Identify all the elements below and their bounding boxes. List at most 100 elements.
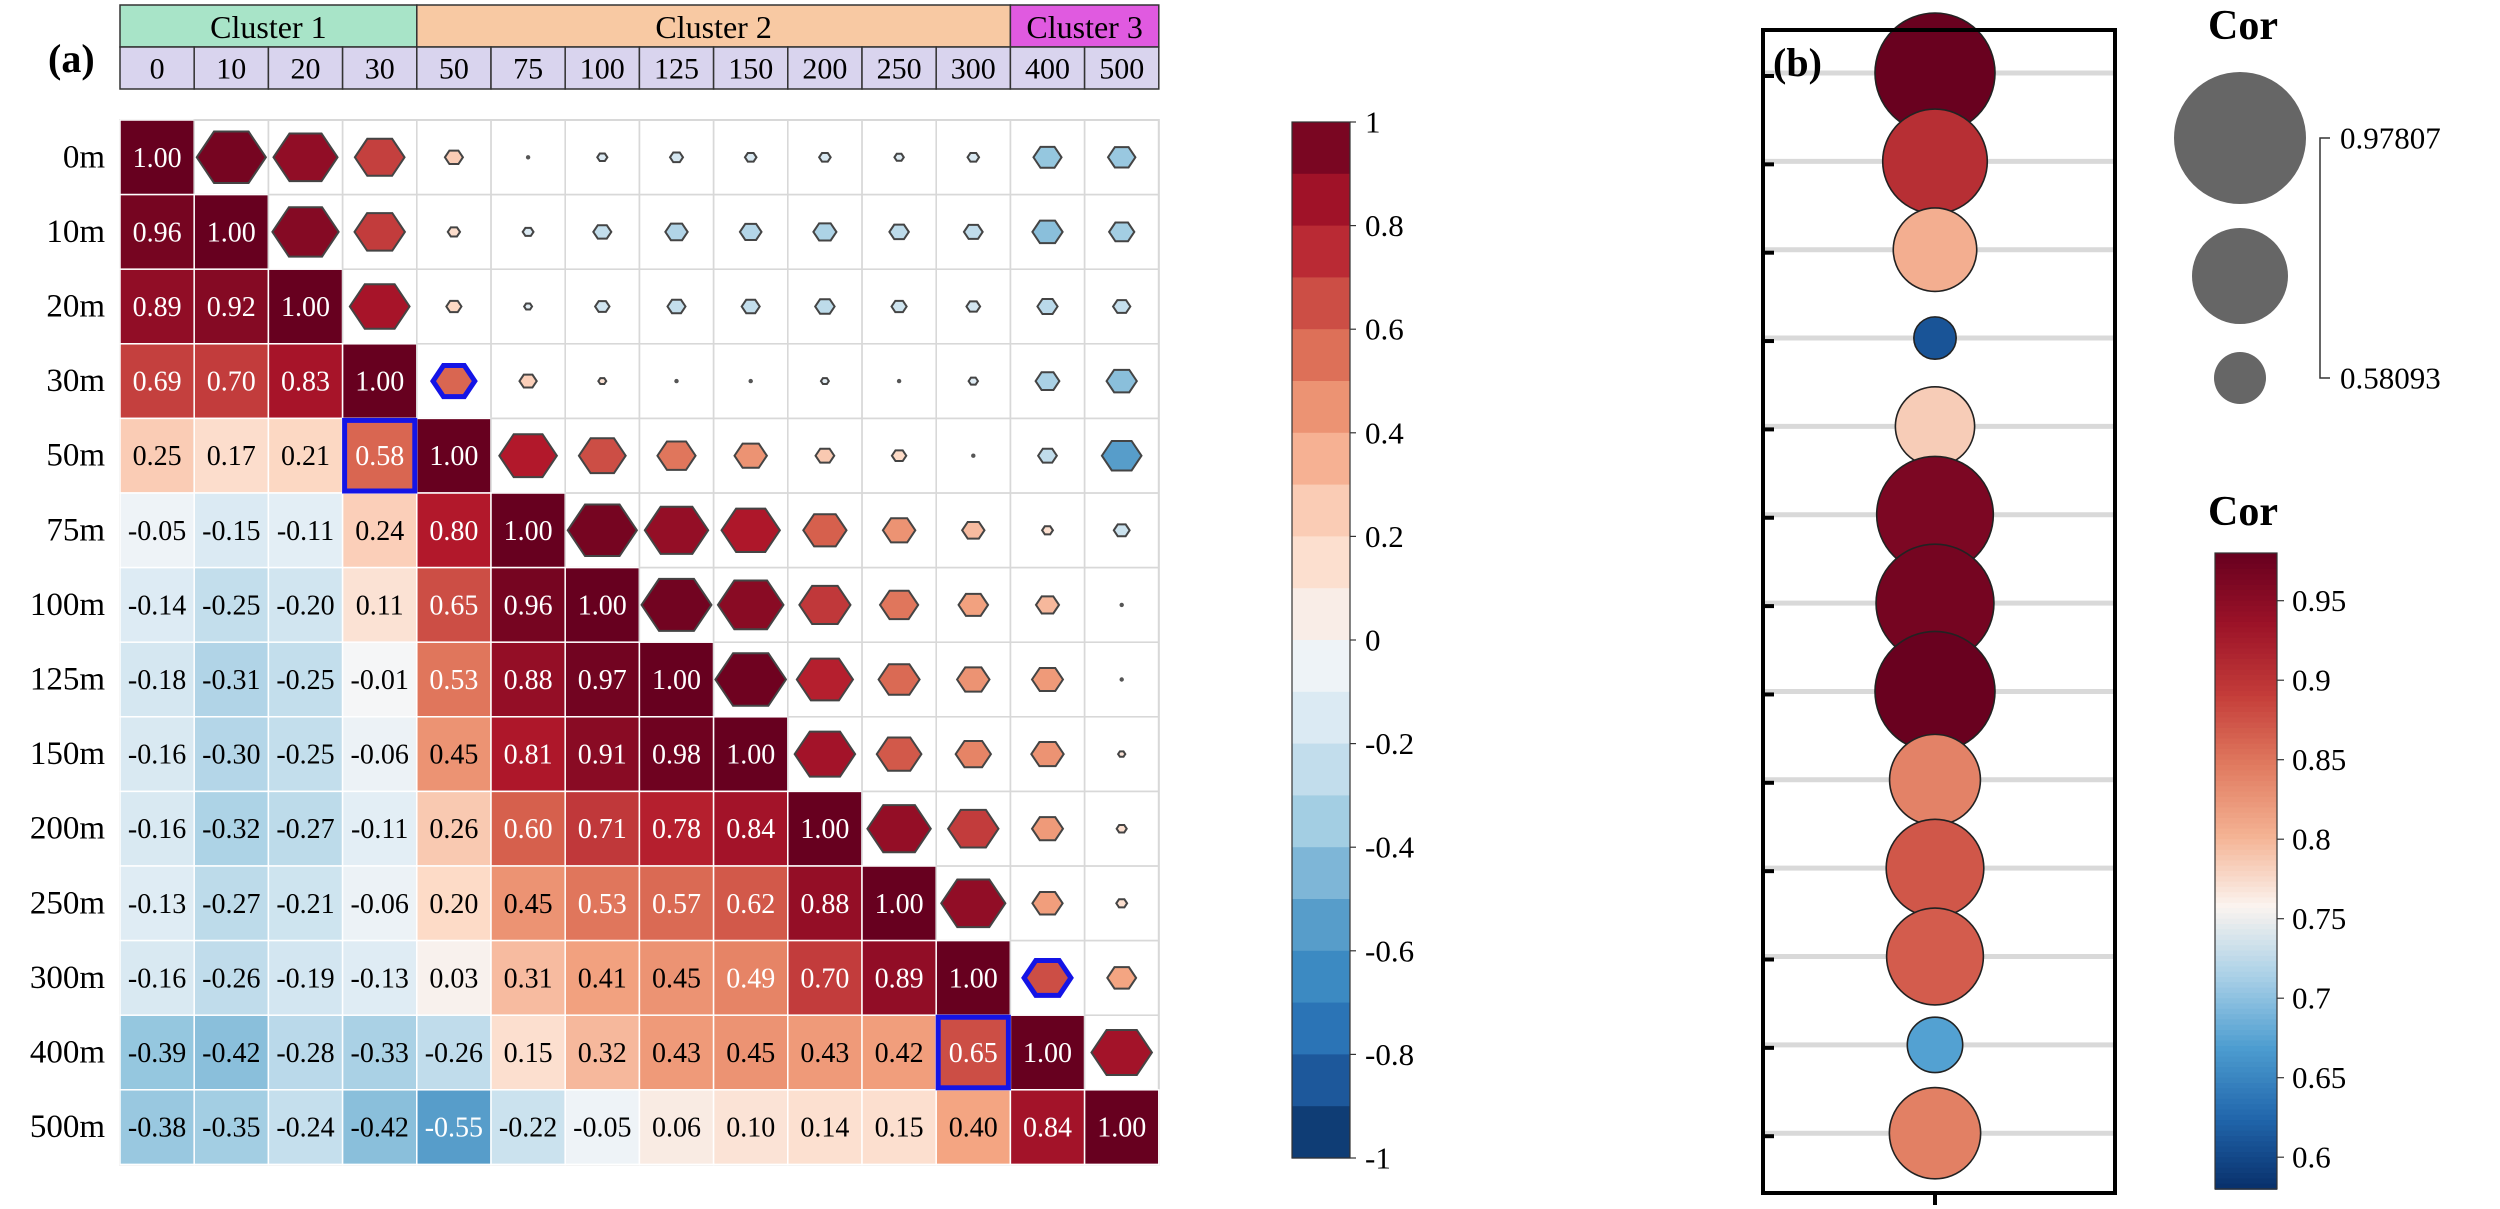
colorbar-b-segment (2215, 563, 2277, 570)
correlation-hexagon (877, 663, 921, 696)
matrix-cell (193, 566, 270, 643)
correlation-hexagon (743, 152, 758, 163)
correlation-hexagon (1112, 523, 1131, 538)
colorbar-b-segment (2215, 1104, 2277, 1111)
column-label: 200 (802, 53, 847, 86)
colorbar-a: 1 0.8 0.6 0.4 0.2 0 -0.2 -0.4 -0.6 -0.8 -1 (1291, 105, 1415, 1176)
column-label: 100 (580, 53, 625, 86)
colorbar-b-segment (2215, 727, 2277, 734)
cell-value: -0.32 (202, 814, 260, 845)
correlation-hexagon (272, 132, 339, 183)
colorbar-b-segment (2215, 690, 2277, 697)
matrix-cell (935, 1014, 1012, 1091)
column-header-cell (1009, 46, 1086, 90)
cell-value: 1.00 (504, 516, 553, 547)
colorbar-b-tick-label: 0.8 (2292, 822, 2331, 857)
colorbar-b-segment (2215, 1130, 2277, 1137)
cell-value: 0.43 (800, 1038, 849, 1069)
colorbar-b-segment (2215, 897, 2277, 904)
colorbar-b-segment (2215, 1035, 2277, 1042)
column-header-cell (193, 46, 270, 90)
colorbar-b-segment (2215, 685, 2277, 692)
cell-value: 0.15 (504, 1038, 553, 1069)
matrix-cell (119, 939, 195, 1016)
matrix-cell (193, 1014, 270, 1091)
cell-value: 0.06 (652, 1113, 701, 1144)
correlation-bubble (1894, 385, 1976, 467)
cell-value: -0.18 (128, 665, 186, 696)
colorbar-b-tick-label: 0.9 (2292, 663, 2331, 698)
cell-value: -0.19 (276, 963, 334, 994)
colorbar-b-segment (2215, 706, 2277, 713)
panel-a-label: (a) (48, 36, 95, 81)
cell-value: 0.20 (429, 889, 478, 920)
cell-value: 0.10 (726, 1113, 775, 1144)
colorbar-b-segment (2215, 1024, 2277, 1031)
cell-value: -0.33 (351, 1038, 409, 1069)
cell-value: -0.16 (128, 814, 186, 845)
matrix-cell (193, 492, 270, 569)
colorbar-segment (1292, 381, 1350, 434)
colorbar-b-segment (2215, 1088, 2277, 1095)
colorbar-segment (1292, 743, 1350, 796)
colorbar-b-segment (2215, 791, 2277, 798)
colorbar-tick-label: 0 (1365, 623, 1381, 658)
column-label: 30 (365, 53, 395, 86)
cell-value: 1.00 (429, 441, 478, 472)
colorbar-tick-label: 0.2 (1365, 519, 1404, 554)
cell-value: 0.32 (578, 1038, 627, 1069)
colorbar-segment (1292, 329, 1350, 382)
colorbar-b-segment (2215, 606, 2277, 613)
colorbar-b-segment (2215, 754, 2277, 761)
correlation-bubble (1885, 907, 1985, 1006)
matrix-cell (267, 1014, 344, 1091)
correlation-hexagon (1107, 221, 1136, 243)
row-label: 250m (30, 885, 106, 921)
colorbar-b-segment (2215, 955, 2277, 962)
column-header-cell (564, 46, 641, 90)
cluster-label: Cluster 3 (1026, 9, 1142, 45)
colorbar-tick-label: 0.6 (1365, 312, 1404, 347)
colorbar-b-segment (2215, 871, 2277, 878)
colorbar-b-segment (2215, 674, 2277, 681)
cell-value: 0.17 (207, 441, 256, 472)
cell-value: 0.11 (356, 590, 404, 621)
matrix-cell (787, 1014, 863, 1091)
correlation-hexagon (1030, 666, 1065, 693)
correlation-hexagon (271, 206, 340, 258)
correlation-hexagon (817, 152, 832, 163)
column-header-cell (712, 46, 789, 90)
colorbar-b-segment (2215, 961, 2277, 968)
cell-value: 0.89 (875, 963, 924, 994)
cell-value: 0.70 (207, 367, 256, 398)
correlation-hexagon (733, 442, 769, 469)
correlation-hexagon (1116, 750, 1127, 758)
matrix-cell (267, 268, 344, 345)
colorbar-b-segment (2215, 568, 2277, 575)
correlation-hexagon (1115, 898, 1129, 909)
cell-value: 0.21 (281, 441, 330, 472)
colorbar-segment (1292, 847, 1350, 900)
correlation-dot (896, 378, 902, 384)
column-header-cell (416, 46, 492, 90)
colorbar-b-segment (2215, 918, 2277, 925)
correlation-hexagon (656, 440, 697, 471)
colorbar-b-segment (2215, 860, 2277, 867)
matrix-cell (416, 566, 492, 643)
colorbar-tick-label: -0.8 (1365, 1037, 1414, 1072)
correlation-hexagon (738, 222, 763, 241)
cell-value: 0.84 (726, 814, 775, 845)
colorbar-segment (1292, 588, 1350, 641)
cell-value: 0.91 (578, 740, 627, 771)
correlation-hexagon (593, 300, 611, 313)
colorbar-b-segment (2215, 616, 2277, 623)
correlation-hexagon (640, 577, 713, 632)
matrix-cell (416, 417, 492, 494)
correlation-hexagon (878, 589, 920, 621)
cell-value: 0.65 (949, 1038, 998, 1069)
cluster-label: Cluster 1 (210, 9, 326, 45)
correlation-hexagon (498, 433, 559, 479)
correlation-hexagon (1036, 447, 1059, 464)
matrix-cell (416, 865, 492, 942)
size-legend-max-label: 0.97807 (2340, 121, 2441, 156)
